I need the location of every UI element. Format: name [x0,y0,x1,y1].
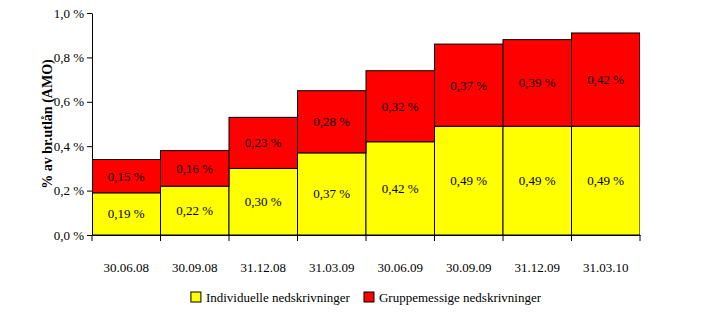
data-label: 0,23 % [245,135,282,150]
bar-segment [435,44,504,126]
data-label: 0,28 % [313,114,350,129]
data-label: 0,22 % [176,203,213,218]
x-tick: 31.03.09 [298,235,355,275]
y-tick-mark [87,235,92,236]
x-tick-mark [571,235,572,241]
bar-segment [161,151,230,187]
y-tick-mark [87,57,92,58]
bar-segment [366,142,435,235]
data-label: 0,39 % [519,75,556,90]
data-label: 0,49 % [587,173,624,188]
y-tick-mark [87,146,92,147]
x-tick: 30.09.08 [161,235,218,275]
data-label: 0,16 % [176,161,213,176]
y-tick-label: 0,8 % [54,50,85,65]
y-tick: 0,8 % [54,50,92,65]
data-label: 0,42 % [587,72,624,87]
data-label: 0,30 % [245,194,282,209]
data-label: 0,15 % [108,169,145,184]
x-tick-mark-end [640,235,641,241]
x-tick-label: 31.12.09 [515,260,561,275]
bar-segment [572,33,641,126]
legend-swatch [191,292,201,302]
x-axis: 30.06.08 30.09.08 31.12.08 31.03.09 30.06.09… [92,235,641,275]
chart: 0,19 % 0,22 % 0,30 % 0,37 % 0,42 % 0,49 % 0,49… [0,0,704,315]
x-tick-mark [92,235,93,241]
y-axis-line [92,14,93,236]
legend-label: Gruppemessige nedskrivninger [379,290,542,305]
x-tick: 31.12.08 [229,235,286,275]
bar-segment [92,160,161,193]
x-tick: 30.06.08 [92,235,149,275]
bar-segment [366,71,435,142]
data-label: 0,49 % [519,173,556,188]
bar-segment [229,168,298,235]
data-label: 0,32 % [382,99,419,114]
y-tick-label: 0,4 % [54,139,85,154]
bar-segment [298,91,367,153]
x-tick-label: 30.09.09 [446,260,492,275]
x-tick-label: 30.09.08 [172,260,218,275]
x-tick-mark [434,235,435,241]
data-label: 0,37 % [450,78,487,93]
y-tick-mark [87,102,92,103]
y-tick-label: 0,2 % [54,183,85,198]
x-tick-label: 30.06.09 [378,260,424,275]
bar-segment [435,126,504,235]
x-tick-label: 30.06.08 [104,260,150,275]
x-tick-mark [503,235,504,241]
y-tick-mark [87,191,92,192]
bar-segment [298,153,367,235]
x-tick: 31.03.10 [572,235,629,275]
x-tick-mark [160,235,161,241]
y-tick-label: 1,0 % [54,6,85,21]
bars [92,33,640,235]
x-tick-mark [229,235,230,241]
y-tick-label: 0,6 % [54,94,85,109]
y-tick-mark [87,13,92,14]
y-tick: 0,6 % [54,94,92,109]
x-tick-label: 31.03.10 [583,260,629,275]
legend-item: Gruppemessige nedskrivninger [364,290,542,305]
bar-segment [161,186,230,235]
bar-segment [229,117,298,168]
legend-swatch [364,292,374,302]
x-tick: 30.06.09 [366,235,423,275]
x-tick: 30.09.09 [435,235,492,275]
data-label: 0,19 % [108,206,145,221]
legend-label: Individuelle nedskrivninger [206,290,351,305]
data-label: 0,42 % [382,181,419,196]
x-tick: 31.12.09 [503,235,560,275]
y-axis: 0,0 % 0,2 % 0,4 % 0,6 % 0,8 % 1,0 % [54,6,93,243]
bar-segment [503,126,572,235]
y-tick-label: 0,0 % [54,228,85,243]
y-axis-title: % av br.utlån (AMO) [40,59,56,189]
y-tick: 1,0 % [54,6,92,21]
data-label: 0,37 % [313,186,350,201]
legend-item: Individuelle nedskrivninger [191,290,351,305]
x-tick-label: 31.12.08 [241,260,287,275]
x-tick-label: 31.03.09 [309,260,355,275]
bar-segment [92,193,161,235]
data-labels: 0,19 % 0,22 % 0,30 % 0,37 % 0,42 % 0,49 % 0,49… [108,72,625,221]
x-tick-mark [297,235,298,241]
y-tick: 0,4 % [54,139,92,154]
bar-segment [503,40,572,127]
bar-segment [572,126,641,235]
x-tick-mark [366,235,367,241]
data-label: 0,49 % [450,173,487,188]
y-tick: 0,0 % [54,228,92,243]
legend: Individuelle nedskrivninger Gruppemessige… [191,290,542,305]
y-tick: 0,2 % [54,183,92,198]
